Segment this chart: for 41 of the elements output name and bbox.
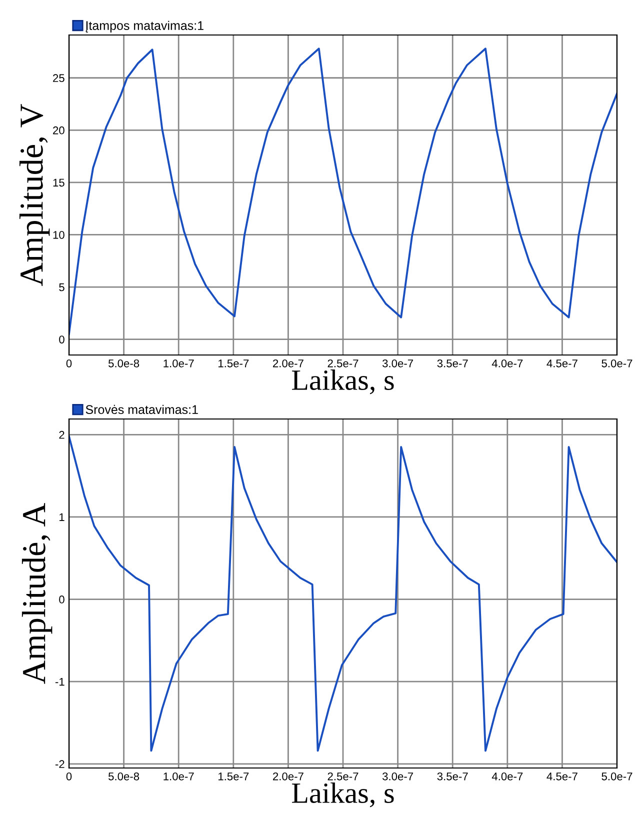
y-tick-label: 5	[59, 283, 64, 292]
y-tick-label: 0	[59, 596, 64, 604]
y-tick-label: 25	[53, 74, 64, 82]
x-tick-label: 1.5e-7	[218, 360, 249, 368]
x-tick-label: 1.0e-7	[164, 772, 194, 780]
x-tick-label: 2.0e-7	[273, 359, 304, 368]
x-tick-label: 1.0e-7	[164, 359, 194, 368]
x-tick-label: 2.5e-7	[328, 772, 358, 780]
x-axis-title: Laikas, s	[292, 370, 394, 394]
x-tick-label: 0	[66, 772, 72, 780]
x-tick-label: 4.0e-7	[492, 772, 523, 780]
y-tick-label: 1	[60, 513, 64, 521]
x-tick-label: 4.5e-7	[546, 772, 578, 780]
line-series	[69, 435, 617, 752]
y-tick-label: 2	[59, 430, 64, 439]
x-axis-title: Laikas, s	[292, 782, 394, 808]
x-tick-label: 5.0e-8	[108, 772, 140, 780]
x-tick-label: 3.0e-7	[382, 359, 413, 368]
x-tick-label: 2.0e-7	[273, 772, 304, 780]
y-tick-label: 10	[53, 231, 64, 239]
x-tick-label: 4.0e-7	[492, 359, 523, 368]
x-tick-label: 0	[66, 359, 72, 368]
x-tick-label: 4.5e-7	[546, 360, 578, 368]
x-tick-label: 2.5e-7	[328, 359, 358, 368]
legend-label: Srovės matavimas:1	[86, 404, 198, 414]
y-axis-title: Amplitudė, A	[22, 503, 52, 684]
x-tick-label: 5.0e-8	[108, 359, 140, 368]
y-tick-label: 20	[53, 126, 64, 134]
line-series	[69, 48, 617, 336]
y-axis-title: Amplitudė, V	[19, 104, 50, 286]
x-tick-label: 5.0e-7	[602, 359, 632, 368]
x-tick-label: 3.5e-7	[437, 359, 468, 368]
y-tick-label: -2	[55, 760, 64, 768]
x-tick-label: 5.0e-7	[602, 772, 632, 780]
x-tick-label: 3.0e-7	[382, 772, 413, 780]
y-tick-label: 15	[53, 178, 64, 187]
x-tick-label: 1.5e-7	[218, 772, 249, 780]
legend-label: Įtampos matavimas:1	[86, 20, 204, 32]
x-tick-label: 3.5e-7	[437, 772, 468, 780]
y-tick-label: -1	[55, 678, 64, 686]
y-tick-label: 0	[59, 336, 64, 344]
